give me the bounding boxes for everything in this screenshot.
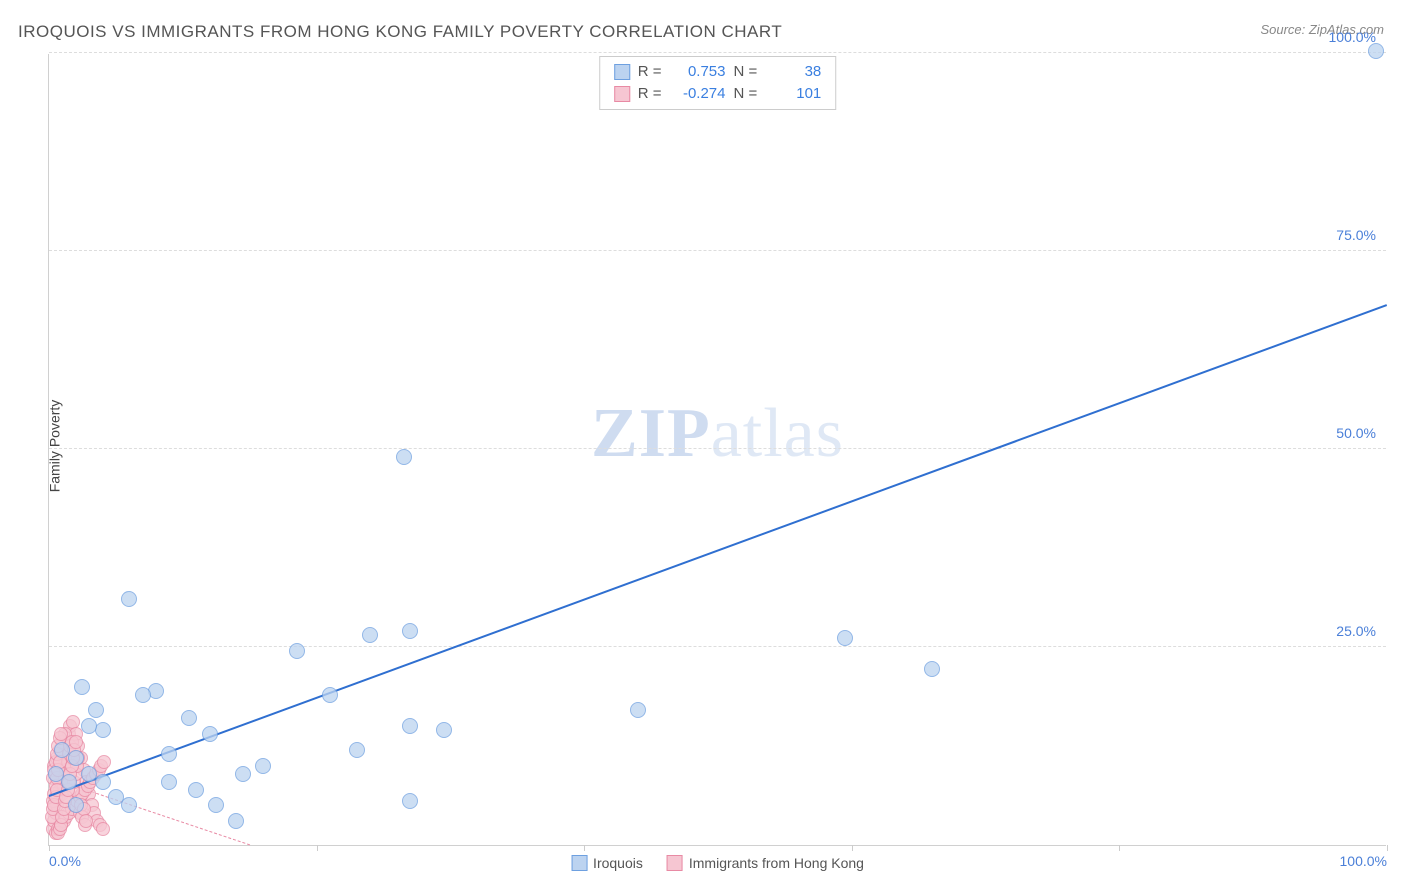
r-label: R =	[638, 83, 662, 105]
x-tick-mark	[317, 845, 318, 851]
scatter-point	[349, 742, 365, 758]
scatter-point	[436, 722, 452, 738]
scatter-point	[402, 718, 418, 734]
stats-legend-box: R = 0.753 N = 38 R = -0.274 N = 101	[599, 56, 837, 110]
scatter-point	[97, 755, 111, 769]
n-value-series2: 101	[765, 83, 821, 105]
scatter-point	[208, 797, 224, 813]
scatter-point	[161, 746, 177, 762]
gridline-horizontal	[49, 448, 1386, 449]
scatter-point	[1368, 43, 1384, 59]
legend-swatch-series1	[571, 855, 587, 871]
r-value-series2: -0.274	[670, 83, 726, 105]
scatter-point	[79, 814, 93, 828]
scatter-point	[69, 735, 83, 749]
scatter-point	[81, 718, 97, 734]
x-tick-mark	[1119, 845, 1120, 851]
x-tick-label: 100.0%	[1340, 853, 1387, 869]
legend-item-series1: Iroquois	[571, 855, 643, 871]
y-tick-label: 100.0%	[1329, 29, 1376, 45]
scatter-point	[88, 702, 104, 718]
scatter-point	[121, 797, 137, 813]
n-value-series1: 38	[765, 61, 821, 83]
trend-line	[49, 305, 1388, 798]
scatter-point	[181, 710, 197, 726]
gridline-horizontal	[49, 52, 1386, 53]
scatter-point	[61, 774, 77, 790]
swatch-series2	[614, 86, 630, 102]
scatter-point	[402, 623, 418, 639]
watermark: ZIPatlas	[591, 394, 844, 474]
scatter-point	[402, 793, 418, 809]
scatter-point	[924, 661, 940, 677]
plot-area: ZIPatlas R = 0.753 N = 38 R = -0.274 N =…	[48, 54, 1386, 846]
watermark-light: atlas	[711, 395, 844, 472]
scatter-point	[95, 774, 111, 790]
y-tick-label: 75.0%	[1336, 227, 1376, 243]
scatter-point	[289, 643, 305, 659]
n-label: N =	[734, 83, 758, 105]
scatter-point	[235, 766, 251, 782]
legend-bottom: Iroquois Immigrants from Hong Kong	[571, 855, 864, 871]
scatter-point	[396, 449, 412, 465]
n-label: N =	[734, 61, 758, 83]
scatter-point	[362, 627, 378, 643]
x-tick-mark	[1387, 845, 1388, 851]
stats-row-series2: R = -0.274 N = 101	[614, 83, 822, 105]
scatter-point	[255, 758, 271, 774]
legend-item-series2: Immigrants from Hong Kong	[667, 855, 864, 871]
watermark-bold: ZIP	[591, 395, 711, 472]
x-tick-mark	[852, 845, 853, 851]
scatter-point	[161, 774, 177, 790]
scatter-point	[68, 797, 84, 813]
scatter-point	[48, 766, 64, 782]
scatter-point	[228, 813, 244, 829]
legend-swatch-series2	[667, 855, 683, 871]
chart-title: IROQUOIS VS IMMIGRANTS FROM HONG KONG FA…	[18, 22, 782, 42]
legend-label-series2: Immigrants from Hong Kong	[689, 855, 864, 871]
y-tick-label: 50.0%	[1336, 425, 1376, 441]
scatter-point	[837, 630, 853, 646]
scatter-point	[121, 591, 137, 607]
gridline-horizontal	[49, 646, 1386, 647]
r-label: R =	[638, 61, 662, 83]
x-tick-mark	[49, 845, 50, 851]
x-tick-mark	[584, 845, 585, 851]
scatter-point	[74, 679, 90, 695]
swatch-series1	[614, 64, 630, 80]
scatter-point	[135, 687, 151, 703]
scatter-point	[630, 702, 646, 718]
y-tick-label: 25.0%	[1336, 623, 1376, 639]
stats-row-series1: R = 0.753 N = 38	[614, 61, 822, 83]
r-value-series1: 0.753	[670, 61, 726, 83]
scatter-point	[68, 750, 84, 766]
legend-label-series1: Iroquois	[593, 855, 643, 871]
x-tick-label: 0.0%	[49, 853, 81, 869]
scatter-point	[96, 822, 110, 836]
scatter-point	[202, 726, 218, 742]
gridline-horizontal	[49, 250, 1386, 251]
scatter-point	[54, 742, 70, 758]
scatter-point	[188, 782, 204, 798]
scatter-point	[322, 687, 338, 703]
